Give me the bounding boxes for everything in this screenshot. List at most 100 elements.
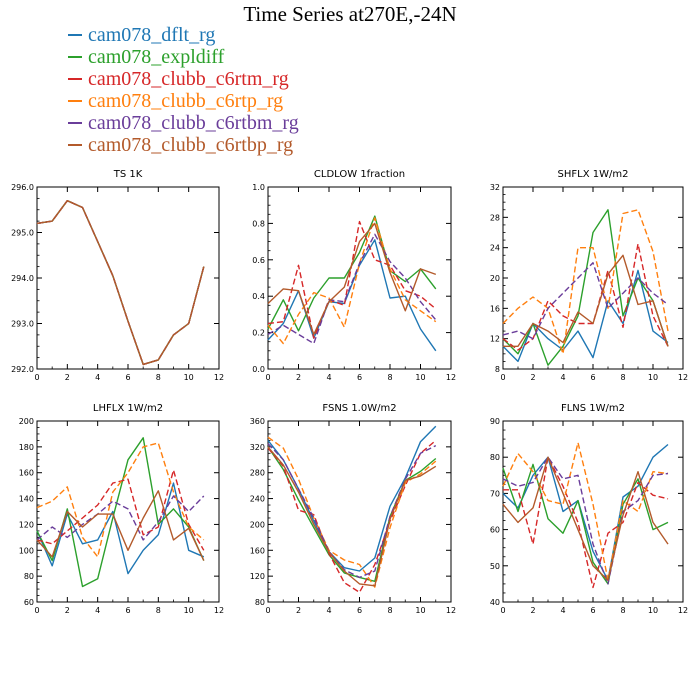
series-line: [36, 199, 205, 366]
plot-frame: [36, 420, 220, 603]
legend-item: cam078_clubb_c6rtm_rg: [68, 68, 299, 90]
legend-item: cam078_clubb_c6rtbm_rg: [68, 112, 299, 134]
x-tick-label: 0: [34, 606, 39, 615]
legend-label: cam078_clubb_c6rtbm_rg: [88, 112, 299, 134]
series-line: [267, 222, 437, 336]
x-tick-label: 12: [446, 373, 456, 382]
x-tick-label: 10: [415, 606, 425, 615]
series-line: [267, 436, 437, 588]
legend-label: cam078_dflt_rg: [88, 24, 216, 46]
plot-frame: [267, 420, 452, 603]
x-tick-label: 10: [648, 606, 658, 615]
y-tick-label: 1.0: [252, 183, 265, 192]
x-tick-label: 12: [214, 373, 224, 382]
y-tick-label: 200: [250, 520, 265, 529]
x-tick-label: 8: [156, 606, 161, 615]
x-tick-label: 4: [560, 606, 565, 615]
series-line: [502, 209, 669, 355]
x-tick-label: 2: [65, 606, 70, 615]
legend-swatch: [68, 56, 82, 58]
y-tick-label: 0.4: [252, 292, 265, 301]
y-tick-label: 20: [490, 274, 500, 283]
x-tick-label: 6: [125, 606, 130, 615]
y-tick-label: 293.0: [11, 320, 34, 329]
series-line: [267, 425, 437, 572]
y-tick-label: 180: [19, 443, 34, 452]
series-line: [36, 199, 205, 366]
series-line: [36, 482, 205, 575]
y-tick-label: 100: [19, 546, 34, 555]
series-line: [267, 443, 437, 579]
x-tick-label: 10: [184, 373, 194, 382]
y-tick-label: 360: [250, 417, 265, 426]
legend-swatch: [68, 100, 82, 102]
y-tick-label: 294.0: [11, 274, 34, 283]
x-tick-label: 2: [296, 606, 301, 615]
x-tick-label: 6: [357, 606, 362, 615]
panel-title: TS 1K: [113, 169, 143, 180]
y-tick-label: 90: [490, 417, 500, 426]
y-tick-label: 24: [490, 244, 500, 253]
x-tick-label: 6: [590, 606, 595, 615]
legend-label: cam078_clubb_c6rtp_rg: [88, 90, 284, 112]
y-tick-label: 60: [490, 526, 500, 535]
y-tick-label: 50: [490, 562, 500, 571]
series-line: [36, 490, 205, 561]
y-tick-label: 160: [250, 546, 265, 555]
series-line: [503, 456, 669, 589]
legend: cam078_dflt_rg cam078_expldiff cam078_club…: [68, 24, 299, 156]
y-tick-label: 120: [250, 572, 265, 581]
y-tick-label: 32: [490, 183, 500, 192]
y-tick-label: 0.2: [252, 329, 265, 338]
y-tick-label: 120: [19, 520, 34, 529]
series-line: [502, 456, 669, 581]
x-tick-label: 12: [678, 606, 688, 615]
y-tick-label: 0.8: [252, 219, 265, 228]
y-tick-label: 200: [19, 417, 34, 426]
series-line: [267, 446, 437, 587]
x-tick-label: 4: [560, 373, 565, 382]
y-tick-label: 40: [490, 598, 500, 607]
series-line: [267, 217, 437, 345]
series-line: [502, 243, 669, 351]
x-tick-label: 8: [620, 373, 625, 382]
chart-main-title: Time Series at270E,-24N: [243, 2, 457, 26]
legend-label: cam078_clubb_c6rtbp_rg: [88, 134, 294, 156]
x-tick-label: 10: [184, 606, 194, 615]
series-line: [36, 442, 205, 558]
x-tick-label: 4: [326, 373, 331, 382]
y-tick-label: 60: [24, 598, 34, 607]
x-tick-label: 4: [95, 373, 100, 382]
x-tick-label: 12: [678, 373, 688, 382]
y-tick-label: 0.6: [252, 256, 265, 265]
x-tick-label: 6: [590, 373, 595, 382]
panel-title: FLNS 1W/m2: [561, 403, 625, 414]
series-line: [36, 199, 205, 366]
series-line: [36, 199, 205, 366]
x-tick-label: 8: [620, 606, 625, 615]
y-tick-label: 80: [255, 598, 265, 607]
plot-frame: [502, 186, 684, 370]
y-tick-label: 16: [490, 304, 500, 313]
x-tick-label: 8: [156, 373, 161, 382]
x-tick-label: 6: [357, 373, 362, 382]
legend-item: cam078_clubb_c6rtbp_rg: [68, 134, 299, 156]
y-tick-label: 0.0: [252, 365, 265, 374]
legend-item: cam078_dflt_rg: [68, 24, 299, 46]
x-tick-label: 0: [500, 373, 505, 382]
x-tick-label: 10: [648, 373, 658, 382]
series-line: [502, 262, 669, 340]
series-line: [267, 215, 437, 332]
y-tick-label: 240: [250, 495, 265, 504]
series-line: [502, 456, 669, 585]
series-line: [36, 199, 205, 366]
y-tick-label: 140: [19, 495, 34, 504]
series-line: [36, 199, 205, 366]
y-tick-label: 320: [250, 443, 265, 452]
y-tick-label: 12: [490, 335, 500, 344]
x-tick-label: 4: [326, 606, 331, 615]
x-tick-label: 2: [65, 373, 70, 382]
x-tick-label: 10: [415, 373, 425, 382]
chart-panel: CLDLOW 1fraction 0 2 4 6 8 10 12 0.0 0.2 0.4 0.6 0.8…: [252, 169, 456, 382]
